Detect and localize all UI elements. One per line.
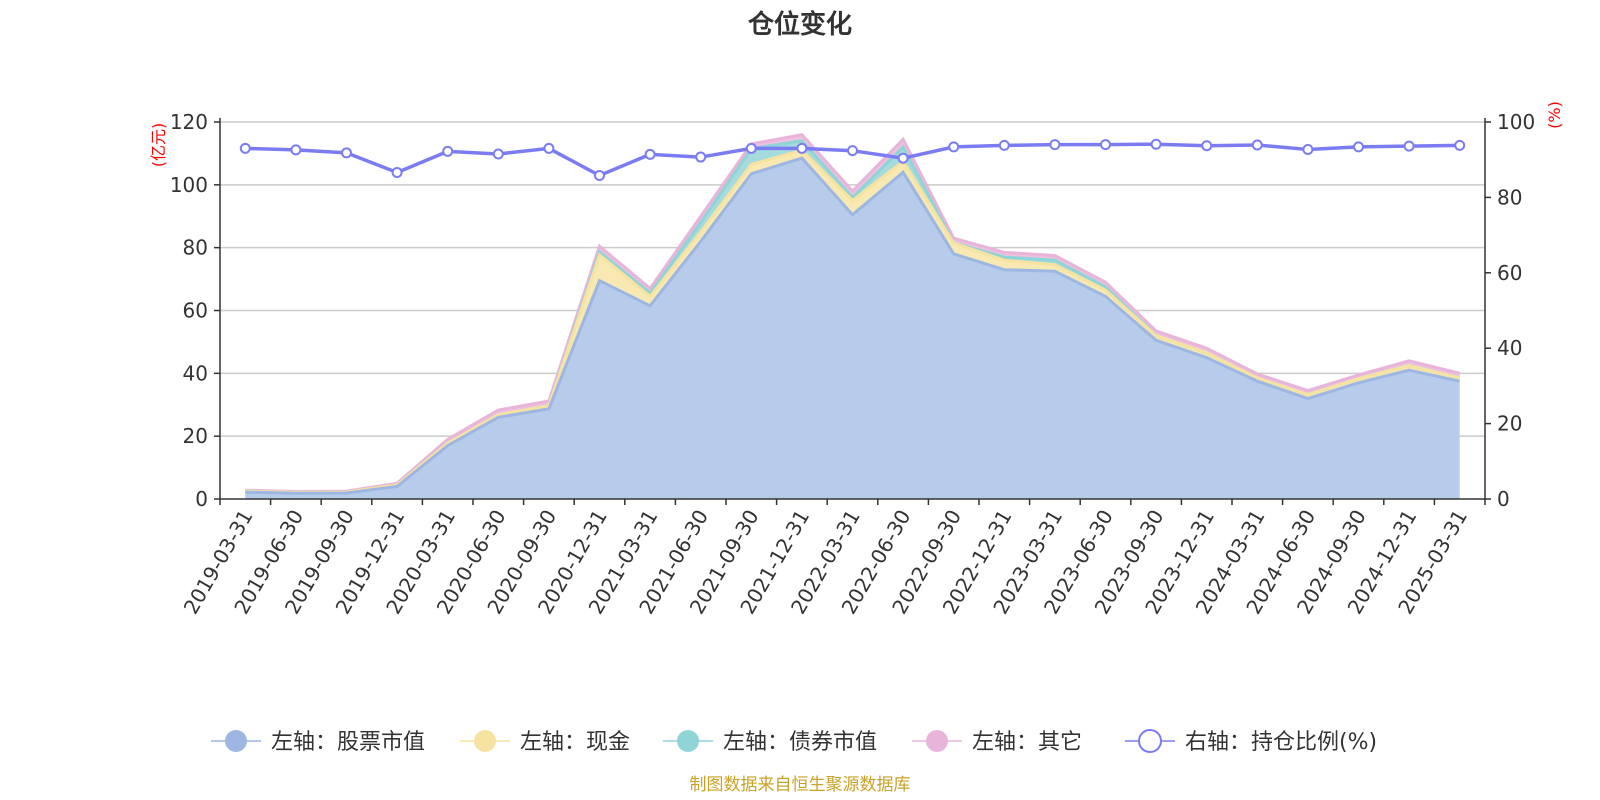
ratio-point [543, 142, 555, 154]
right-tick-label: 20 [1497, 412, 1522, 436]
ratio-point [594, 170, 605, 182]
ratio-point [1302, 144, 1314, 156]
ratio-point [796, 142, 808, 154]
ratio-point [644, 148, 656, 160]
legend-label-3: 左轴：债券市值 [723, 730, 877, 755]
chart-title: 仓位变化 [747, 9, 852, 40]
left-tick-label: 100 [170, 173, 208, 197]
legend: 左轴：股票市值 左轴：现金 左轴：债券市值 左轴：其它 右轴：持仓比例(%) [211, 729, 1377, 755]
left-tick-label: 40 [183, 361, 208, 385]
ratio-point [847, 145, 858, 157]
ratio-point [897, 152, 909, 164]
area-line-4 [245, 132, 1461, 494]
area-line-2 [245, 148, 1461, 494]
legend-marker-2 [474, 730, 496, 752]
legend-label-2: 左轴：现金 [520, 730, 630, 755]
ratio-point [695, 151, 707, 163]
legend-label-1: 左轴：股票市值 [271, 730, 425, 755]
ratio-point [1201, 140, 1213, 152]
legend-label-5: 右轴：持仓比例(%) [1185, 730, 1377, 755]
right-tick-label: 60 [1497, 261, 1522, 285]
right-tick-label: 40 [1497, 336, 1522, 360]
ratio-point [1251, 139, 1263, 151]
ratio-point [1403, 140, 1415, 152]
legend-label-4: 左轴：其它 [972, 730, 1082, 755]
right-tick-label: 0 [1497, 487, 1510, 511]
area-1 [245, 158, 1460, 499]
ratio-point [1454, 139, 1466, 151]
ratio-point [290, 144, 302, 156]
legend-marker-3 [677, 730, 699, 752]
ratio-point [1100, 139, 1111, 151]
ratio-point [998, 139, 1010, 151]
stacked-areas [245, 132, 1461, 499]
ratio-point [391, 167, 403, 179]
right-tick-label: 80 [1497, 185, 1522, 209]
ratio-point [1150, 138, 1162, 150]
ratio-point [239, 142, 251, 154]
ratio-point [745, 142, 757, 154]
ratio-point [492, 148, 504, 160]
legend-marker-5 [1138, 729, 1162, 753]
left-axis-unit: (亿元) [149, 123, 168, 168]
ratio-point [1353, 141, 1364, 153]
left-tick-label: 80 [183, 236, 208, 260]
right-axis-unit: (%) [1545, 101, 1564, 129]
ratio-point [341, 147, 352, 159]
ratio-point [1049, 139, 1061, 151]
left-tick-label: 60 [183, 299, 208, 323]
area-line-1 [245, 156, 1461, 495]
ratio-point [948, 141, 960, 153]
left-tick-label: 0 [195, 487, 208, 511]
legend-marker-4 [926, 730, 948, 752]
left-tick-label: 20 [183, 424, 208, 448]
right-tick-label: 100 [1497, 110, 1535, 134]
holding-ratio-line [239, 138, 1466, 182]
data-source-note: 制图数据来自恒生聚源数据库 [690, 775, 911, 795]
ratio-point [442, 145, 454, 157]
legend-marker-1 [225, 730, 247, 752]
left-tick-label: 120 [170, 110, 208, 134]
